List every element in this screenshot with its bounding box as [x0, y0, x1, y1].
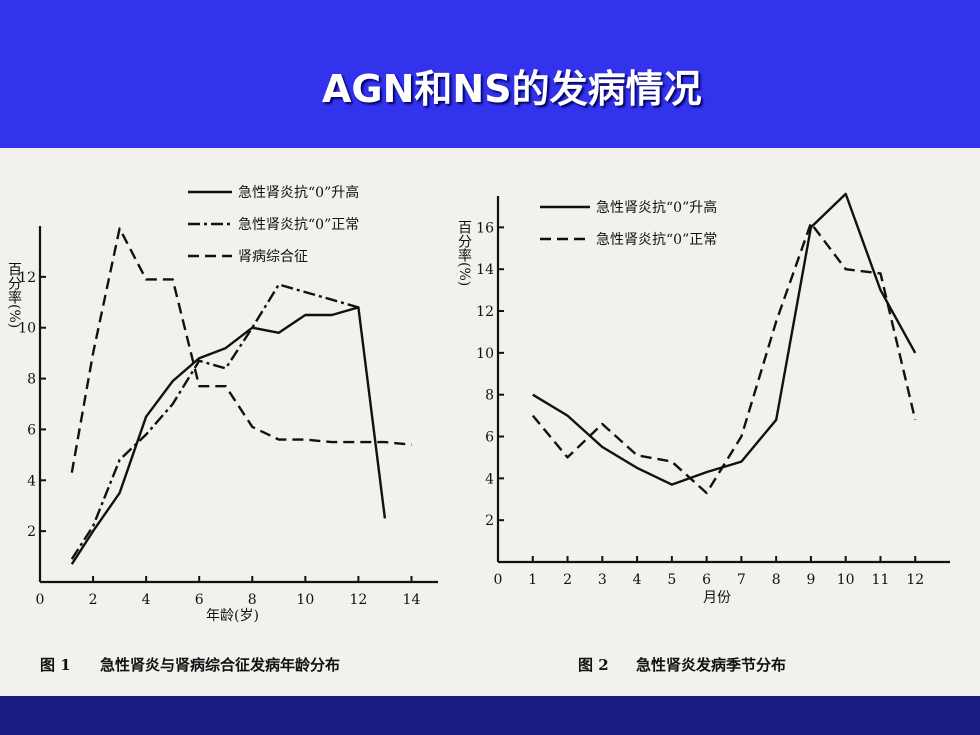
- chart1-plot: 0 2 4 6 8 10 12 14 2 4 6 8 10 12 急性肾炎抗“0”升高急性肾炎抗“0”正常肾…: [18, 184, 438, 608]
- chart2-series-1-line: [532, 192, 917, 486]
- y-tick-label: 14: [476, 262, 494, 278]
- x-tick-label: 2: [563, 572, 572, 588]
- x-tick-label: 14: [403, 592, 421, 608]
- x-tick-label: 10: [837, 572, 855, 588]
- x-tick-label: 2: [89, 592, 98, 608]
- y-tick-label: 8: [485, 388, 494, 404]
- x-tick-label: 6: [195, 592, 204, 608]
- x-tick-label: 12: [349, 592, 367, 608]
- chart1-caption: 急性肾炎与肾病综合征发病年龄分布: [100, 656, 340, 674]
- y-tick-label: 12: [476, 304, 494, 320]
- y-tick-label: 6: [27, 422, 36, 438]
- x-tick-label: 0: [494, 572, 503, 588]
- chart2-caption: 急性肾炎发病季节分布: [636, 656, 786, 674]
- y-tick-label: 6: [485, 430, 494, 446]
- x-tick-label: 12: [906, 572, 924, 588]
- x-tick-label: 5: [667, 572, 676, 588]
- x-tick-label: 0: [36, 592, 45, 608]
- x-tick-label: 8: [772, 572, 781, 588]
- x-tick-label: 3: [598, 572, 607, 588]
- chart1-ylabel: 百分率(%): [6, 262, 22, 328]
- chart1-xlabel: 年龄(岁): [206, 608, 259, 624]
- chart2-legend-label-1: 急性肾炎抗“0”升高: [596, 199, 717, 216]
- x-tick-label: 4: [142, 592, 151, 608]
- x-tick-label: 9: [806, 572, 815, 588]
- chart2-xlabel: 月份: [703, 590, 731, 606]
- y-tick-label: 4: [485, 471, 494, 487]
- slide-footer: [0, 696, 980, 735]
- y-tick-label: 10: [476, 346, 494, 362]
- y-tick-label: 2: [485, 513, 494, 529]
- x-tick-label: 11: [872, 572, 890, 588]
- chart1-series-1-line: [70, 306, 387, 565]
- y-tick-label: 8: [27, 372, 36, 388]
- x-tick-label: 10: [296, 592, 314, 608]
- x-tick-label: 8: [248, 592, 257, 608]
- chart2-series-2-line: [531, 221, 917, 495]
- y-tick-label: 12: [18, 270, 36, 286]
- chart2-caption-number: 图 2: [578, 656, 609, 674]
- y-tick-label: 4: [27, 473, 36, 489]
- chart1-legend-label-2: 急性肾炎抗“0”正常: [238, 217, 359, 233]
- chart1-legend-label-3: 肾病综合征: [238, 249, 308, 265]
- slide-header: [0, 0, 980, 148]
- y-tick-label: 2: [27, 524, 36, 540]
- chart1-series-3-line: [70, 227, 412, 473]
- x-tick-label: 1: [528, 572, 537, 588]
- chart1-series-2-line: [70, 283, 359, 560]
- chart2-legend-label-2: 急性肾炎抗“0”正常: [596, 232, 717, 248]
- slide-title: AGN和NS的发病情况: [322, 67, 702, 111]
- chart2-ylabel: 百分率(%): [456, 220, 472, 286]
- scanned-figure: 图 1 急性肾炎与肾病综合征发病年龄分布 年龄(岁) 百分率(%) 图 2 急性…: [0, 148, 980, 696]
- y-tick-label: 16: [476, 220, 494, 236]
- x-tick-label: 7: [737, 572, 746, 588]
- y-tick-label: 10: [18, 321, 36, 337]
- x-tick-label: 6: [702, 572, 711, 588]
- figure-canvas: 图 1 急性肾炎与肾病综合征发病年龄分布 年龄(岁) 百分率(%) 图 2 急性…: [6, 184, 950, 674]
- chart1-caption-number: 图 1: [40, 656, 71, 674]
- chart2-plot: 0 1 2 3 4 5 6 7 8 9 10 11 12246810121416急性肾炎抗“0”升高急性…: [476, 192, 950, 588]
- x-tick-label: 4: [633, 572, 642, 588]
- chart1-legend-label-1: 急性肾炎抗“0”升高: [238, 184, 359, 201]
